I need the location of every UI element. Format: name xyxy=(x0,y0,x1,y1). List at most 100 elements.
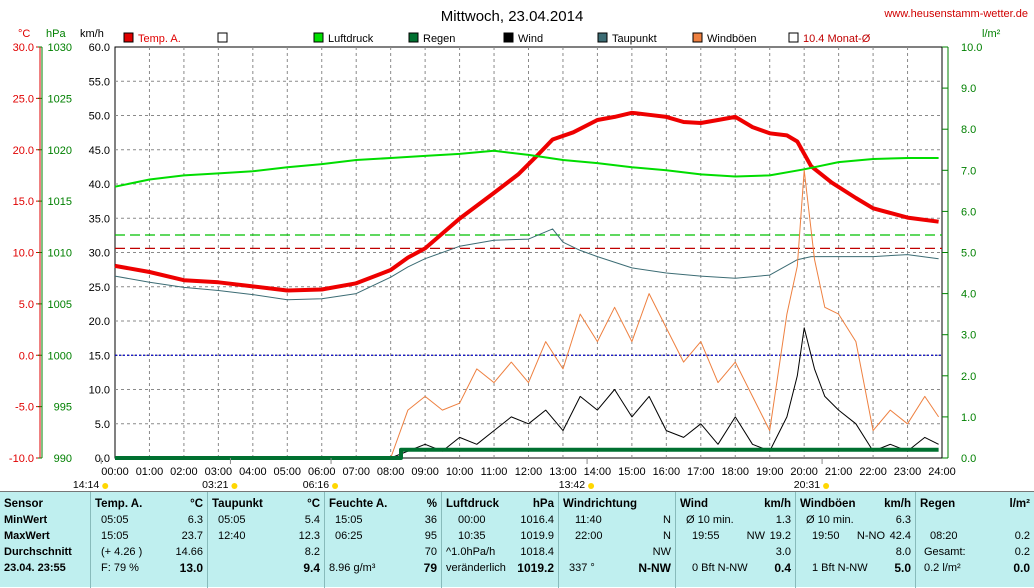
x-tick-label: 24:00 xyxy=(928,466,956,478)
windrichtung-max-time: 22:00 xyxy=(575,530,603,542)
windrichtung-max-val: N xyxy=(663,530,671,542)
tick-label-pressure: 1000 xyxy=(48,350,72,362)
temp-max-time: 15:05 xyxy=(101,530,129,542)
wind-min-val: 1.3 xyxy=(775,514,791,526)
taupunkt-max-val: 12.3 xyxy=(298,530,320,542)
temp-min-time: 05:05 xyxy=(101,514,129,526)
legend-label: Windböen xyxy=(707,33,757,45)
legend-swatch[interactable] xyxy=(217,32,228,43)
windboeen-avg-val: 8.0 xyxy=(895,546,911,558)
weather-chart: 30.0 25.0 20.0 15.0 10.0 5.0 0.0 -5.0 -10.0 1030 1… xyxy=(9,8,1028,491)
taupunkt-max-time: 12:40 xyxy=(218,530,246,542)
feuchte-max-val: 95 xyxy=(424,530,437,542)
tick-label-temperature: 15.0 xyxy=(13,196,34,208)
regen-head: Regen xyxy=(920,498,956,510)
tick-label-rain: 9.0 xyxy=(961,83,976,95)
tick-label-wind: 30.0 xyxy=(89,248,110,260)
legend-label: Taupunkt xyxy=(612,33,657,45)
col-feuchte: Feuchte A.% 15:05 36 06:25 95 70 8.96 g/m³… xyxy=(324,492,441,588)
luftdruck-max-time: 10:35 xyxy=(458,530,486,542)
tick-label-temperature: 20.0 xyxy=(13,145,34,157)
x-tick-label: 15:00 xyxy=(618,466,646,478)
tick-label-pressure: 995 xyxy=(54,402,72,414)
legend-swatch[interactable] xyxy=(692,32,703,43)
feuchte-head: Feuchte A. xyxy=(329,498,388,510)
temp-min-val: 6.3 xyxy=(187,514,203,526)
col-luftdruck: Luftdruck hPa 00:00 1016.4 10:35 1019.9 ^1.… xyxy=(441,492,558,588)
tick-label-temperature: 30.0 xyxy=(13,42,34,54)
col-sensor: Sensor MinWert MaxWert Durchschnitt 23.0… xyxy=(0,492,90,588)
taupunkt-foot-val: 9.4 xyxy=(303,561,320,575)
tick-label-rain: 0.0 xyxy=(961,453,976,465)
tick-label-rain: 6.0 xyxy=(961,206,976,218)
legend-swatch[interactable] xyxy=(503,32,514,43)
temp-foot-note: F: 79 % xyxy=(101,562,139,574)
windboeen-min-val: 6.3 xyxy=(895,514,911,526)
legend-swatch[interactable] xyxy=(408,32,419,43)
legend-swatch[interactable] xyxy=(597,32,608,43)
legend-label: Wind xyxy=(518,33,543,45)
windrichtung-min-val: N xyxy=(663,514,671,526)
x-tick-label: 18:00 xyxy=(721,466,749,478)
marker-label: 14:14 xyxy=(73,479,99,491)
luftdruck-min-time: 00:00 xyxy=(458,514,486,526)
x-tick-label: 03:00 xyxy=(205,466,233,478)
regen-max-val: 0.2 xyxy=(1014,530,1030,542)
legend-label: Luftdruck xyxy=(328,33,374,45)
feuchte-max-time: 06:25 xyxy=(335,530,363,542)
windrichtung-foot-val: N-NW xyxy=(638,561,671,575)
tick-label-pressure: 1030 xyxy=(48,42,72,54)
legend-swatch[interactable] xyxy=(788,32,799,43)
tick-label-rain: 3.0 xyxy=(961,330,976,342)
series-luftdruck xyxy=(114,149,939,188)
x-tick-label: 05:00 xyxy=(274,466,302,478)
wind-head: Wind xyxy=(680,498,708,510)
temp-avg-val: 14.66 xyxy=(175,546,203,558)
windrichtung-foot-note: 337 ° xyxy=(569,562,595,574)
marker-label: 06:16 xyxy=(303,479,329,491)
tick-label-rain: 7.0 xyxy=(961,165,976,177)
x-tick-label: 00:00 xyxy=(101,466,129,478)
legend-label: Regen xyxy=(423,33,455,45)
col-windboeen: Windböen km/h Ø 10 min. 6.3 19:50 N-NO 42.4 … xyxy=(795,492,915,588)
sensor-min-label: MinWert xyxy=(4,514,48,526)
marker-label: 20:31 xyxy=(794,479,820,491)
windboeen-unit: km/h xyxy=(884,498,911,510)
windboeen-foot-note: 1 Bft N-NW xyxy=(812,562,868,574)
legend-swatch[interactable] xyxy=(313,32,324,43)
x-tick-label: 19:00 xyxy=(756,466,784,478)
x-tick-label: 06:00 xyxy=(308,466,336,478)
legend-swatch[interactable] xyxy=(123,32,134,43)
luftdruck-foot-val: 1019.2 xyxy=(517,561,554,575)
tick-label-temperature: -10.0 xyxy=(9,453,34,465)
wind-min-note: Ø 10 min. xyxy=(686,514,734,526)
temp-avg-note: (+ 4.26 ) xyxy=(101,546,143,558)
col-temp: Temp. A. °C 05:05 6.3 15:05 23.7 (+ 4.26 ) 1… xyxy=(90,492,207,588)
luftdruck-max-val: 1019.9 xyxy=(520,530,554,542)
windboeen-min-note: Ø 10 min. xyxy=(806,514,854,526)
chart-title: Mittwoch, 23.04.2014 xyxy=(441,8,584,25)
feuchte-foot-val: 79 xyxy=(423,561,437,575)
statistics-table: Sensor MinWert MaxWert Durchschnitt 23.0… xyxy=(0,491,1034,588)
luftdruck-foot-note: veränderlich xyxy=(446,562,506,574)
feuchte-foot-note: 8.96 g/m³ xyxy=(329,562,376,574)
marker-dot xyxy=(823,483,830,489)
luftdruck-head: Luftdruck xyxy=(446,498,500,510)
x-tick-label: 02:00 xyxy=(170,466,198,478)
sensor-date: 23.04. 23:55 xyxy=(4,562,66,574)
x-tick-label: 08:00 xyxy=(377,466,405,478)
luftdruck-avg-val: 1018.4 xyxy=(520,546,554,558)
luftdruck-min-val: 1016.4 xyxy=(520,514,554,526)
sensor-avg-label: Durchschnitt xyxy=(4,546,72,558)
regen-avg-note: Gesamt: xyxy=(924,546,966,558)
marker-label: 13:42 xyxy=(559,479,585,491)
x-tick-label: 16:00 xyxy=(653,466,681,478)
x-tick-label: 21:00 xyxy=(825,466,853,478)
wind-foot-note: 0 Bft N-NW xyxy=(692,562,748,574)
site-url[interactable]: www.heusenstamm-wetter.de xyxy=(883,8,1028,20)
tick-label-wind: 35.0 xyxy=(89,213,110,225)
tick-label-wind: 55.0 xyxy=(89,76,110,88)
tick-label-pressure: 990 xyxy=(54,453,72,465)
windboeen-head: Windböen xyxy=(800,498,856,510)
x-tick-label: 14:00 xyxy=(584,466,612,478)
